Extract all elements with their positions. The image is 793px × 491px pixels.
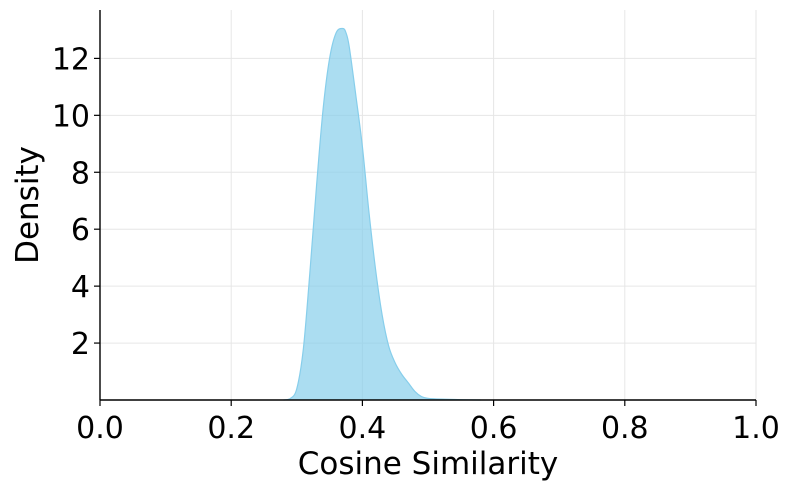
x-tick-label: 0.6 — [470, 411, 518, 446]
y-axis-ticks: 2 4 6 8 10 12 — [52, 42, 100, 362]
x-tick-label: 0.2 — [207, 411, 255, 446]
y-tick-label: 8 — [71, 156, 90, 191]
y-tick-label: 2 — [71, 327, 90, 362]
x-tick-label: 1.0 — [732, 411, 780, 446]
y-tick-label: 10 — [52, 99, 90, 134]
axes — [99, 10, 756, 401]
y-tick-label: 4 — [71, 270, 90, 305]
density-area — [283, 28, 481, 400]
x-tick-label: 0.8 — [601, 411, 649, 446]
x-axis-ticks: 0.0 0.2 0.4 0.6 0.8 1.0 — [76, 400, 780, 446]
y-tick-label: 12 — [52, 42, 90, 77]
x-tick-label: 0.0 — [76, 411, 124, 446]
plot-area — [283, 27, 481, 401]
y-axis-title: Density — [10, 146, 46, 264]
x-axis-title: Cosine Similarity — [298, 446, 559, 482]
y-tick-label: 6 — [71, 213, 90, 248]
x-tick-label: 0.4 — [339, 411, 387, 446]
density-line — [283, 27, 481, 401]
grid — [99, 10, 757, 400]
